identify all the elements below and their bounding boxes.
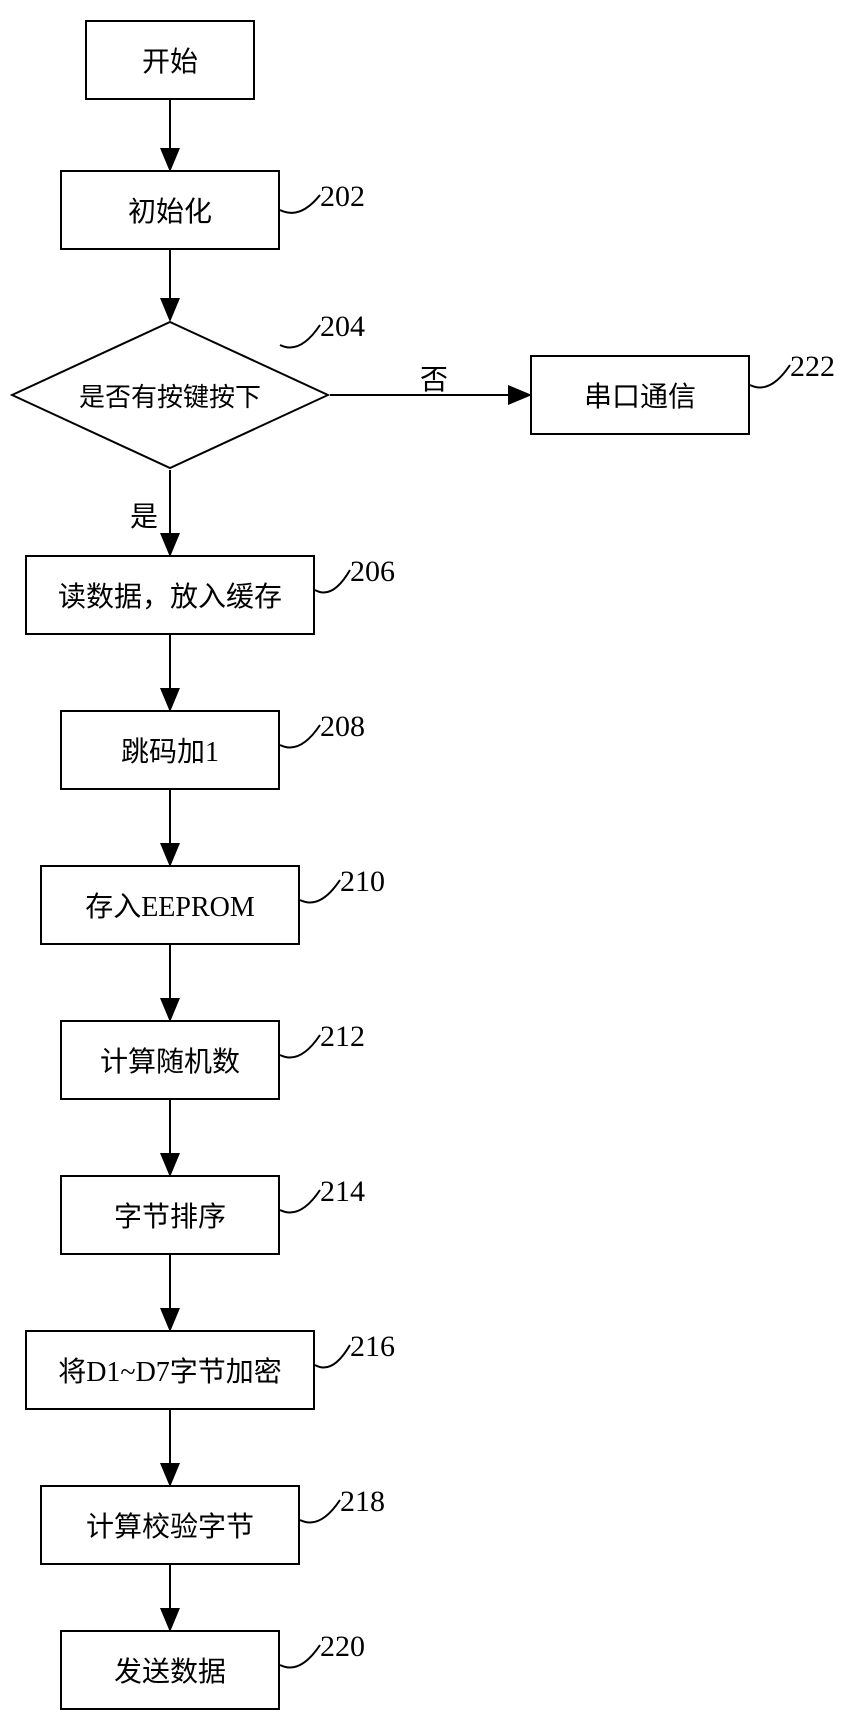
node-212-label: 计算随机数 (100, 1040, 240, 1080)
node-208-label: 跳码加1 (121, 730, 219, 770)
ref-216: 216 (350, 1330, 395, 1364)
node-210: 存入EEPROM (40, 865, 300, 945)
ref-202-text: 202 (320, 180, 365, 213)
ref-206: 206 (350, 555, 395, 589)
node-204-label: 是否有按键按下 (79, 377, 261, 414)
node-220: 发送数据 (60, 1630, 280, 1710)
ref-202: 202 (320, 180, 365, 214)
node-216-label: 将D1~D7字节加密 (58, 1350, 282, 1390)
ref-222-text: 222 (790, 350, 835, 383)
edge-label-no-text: 否 (420, 365, 448, 396)
ref-214: 214 (320, 1175, 365, 1209)
ref-214-text: 214 (320, 1175, 365, 1208)
ref-208-text: 208 (320, 710, 365, 743)
node-202-label: 初始化 (128, 190, 212, 230)
ref-222: 222 (790, 350, 835, 384)
node-220-label: 发送数据 (114, 1650, 226, 1690)
ref-206-text: 206 (350, 555, 395, 588)
ref-204: 204 (320, 310, 365, 344)
edge-label-yes-text: 是 (130, 502, 158, 533)
node-216: 将D1~D7字节加密 (25, 1330, 315, 1410)
ref-220: 220 (320, 1630, 365, 1664)
node-222-label: 串口通信 (584, 375, 696, 415)
node-206-label: 读数据，放入缓存 (58, 575, 282, 615)
connectors-svg (0, 0, 854, 1719)
node-start-label: 开始 (142, 40, 198, 80)
ref-208: 208 (320, 710, 365, 744)
node-214-label: 字节排序 (114, 1195, 226, 1235)
edge-label-no: 否 (420, 358, 448, 398)
ref-218-text: 218 (340, 1485, 385, 1518)
ref-210: 210 (340, 865, 385, 899)
ref-220-text: 220 (320, 1630, 365, 1663)
ref-218: 218 (340, 1485, 385, 1519)
node-214: 字节排序 (60, 1175, 280, 1255)
ref-212-text: 212 (320, 1020, 365, 1053)
node-204-decision: 是否有按键按下 (10, 320, 330, 470)
node-210-label: 存入EEPROM (85, 885, 255, 925)
node-208: 跳码加1 (60, 710, 280, 790)
ref-216-text: 216 (350, 1330, 395, 1363)
edge-label-yes: 是 (130, 495, 158, 535)
node-218-label: 计算校验字节 (86, 1505, 254, 1545)
ref-204-text: 204 (320, 310, 365, 343)
node-206: 读数据，放入缓存 (25, 555, 315, 635)
node-222: 串口通信 (530, 355, 750, 435)
node-start: 开始 (85, 20, 255, 100)
ref-210-text: 210 (340, 865, 385, 898)
node-212: 计算随机数 (60, 1020, 280, 1100)
node-218: 计算校验字节 (40, 1485, 300, 1565)
node-202: 初始化 (60, 170, 280, 250)
ref-212: 212 (320, 1020, 365, 1054)
